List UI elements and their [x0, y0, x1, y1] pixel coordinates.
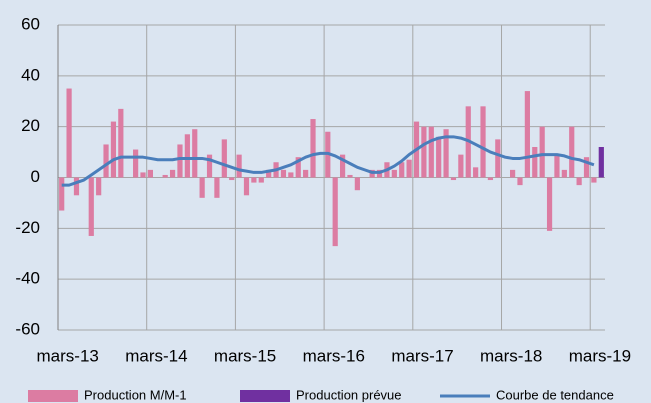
- bar: [258, 177, 264, 183]
- x-tick-label: mars-16: [303, 346, 365, 365]
- legend-swatch: [240, 390, 290, 402]
- bar: [399, 162, 405, 178]
- x-tick-label: mars-13: [37, 346, 99, 365]
- bar: [73, 177, 80, 196]
- bar: [450, 177, 457, 181]
- bar: [214, 177, 220, 198]
- y-tick-label: -20: [15, 218, 40, 237]
- bar: [303, 169, 309, 178]
- bar: [110, 121, 117, 178]
- bar: [192, 129, 198, 178]
- bar: [88, 177, 94, 236]
- bar: [583, 157, 590, 178]
- x-tick-label: mars-19: [569, 346, 631, 365]
- bar: [421, 126, 427, 178]
- bar: [480, 106, 486, 178]
- bar: [458, 154, 464, 178]
- bar: [229, 177, 235, 181]
- legend-label: Courbe de tendance: [496, 387, 614, 402]
- bar: [221, 139, 227, 178]
- y-tick-label: -60: [15, 319, 40, 338]
- bar: [310, 119, 316, 178]
- legend-label: Production M/M-1: [84, 387, 187, 402]
- bar: [243, 177, 250, 196]
- bar: [184, 134, 190, 178]
- bar: [406, 159, 412, 178]
- bar: [147, 169, 153, 178]
- bar: [495, 139, 501, 178]
- bar: [103, 144, 109, 178]
- bar: [140, 172, 146, 178]
- bar: [554, 154, 560, 178]
- bar: [236, 154, 242, 178]
- bar: [251, 177, 257, 183]
- bar: [576, 177, 582, 186]
- bar: [391, 169, 397, 178]
- bar: [546, 177, 553, 231]
- bar: [532, 147, 538, 178]
- bar: [295, 157, 301, 178]
- bar: [473, 167, 479, 178]
- bar: [206, 154, 213, 178]
- bar: [280, 169, 287, 178]
- bar: [428, 126, 434, 178]
- bar: [339, 154, 346, 178]
- bar: [288, 172, 294, 178]
- y-tick-label: -40: [15, 269, 40, 288]
- bar: [561, 169, 567, 178]
- x-tick-label: mars-14: [125, 346, 187, 365]
- trend-line: [61, 135, 595, 187]
- legend-swatch: [28, 390, 78, 402]
- bar: [162, 174, 168, 178]
- bar: [510, 169, 516, 178]
- bar: [591, 177, 597, 183]
- bar: [443, 129, 449, 178]
- bar: [96, 177, 102, 196]
- bar: [539, 126, 545, 178]
- y-tick-label: 60: [21, 14, 40, 33]
- y-tick-label: 20: [21, 116, 40, 135]
- bar: [487, 177, 494, 181]
- bar: [569, 126, 575, 178]
- bar: [177, 144, 183, 178]
- bar: [332, 177, 338, 247]
- bar: [354, 177, 360, 191]
- bar: [436, 136, 442, 178]
- x-tick-label: mars-18: [480, 346, 542, 365]
- x-tick-label: mars-15: [214, 346, 276, 365]
- y-tick-label: 40: [21, 65, 40, 84]
- y-tick-label: 0: [31, 167, 40, 186]
- bar: [59, 177, 65, 211]
- bar: [347, 174, 353, 178]
- bar: [169, 169, 176, 178]
- bar: [266, 169, 272, 178]
- bar: [517, 177, 523, 186]
- bar: [133, 149, 139, 178]
- bar: [66, 88, 72, 178]
- bar: [118, 108, 124, 178]
- x-tick-label: mars-17: [391, 346, 453, 365]
- bar: [199, 177, 205, 198]
- bar: [598, 147, 604, 178]
- bar: [524, 91, 530, 178]
- legend-label: Production prévue: [296, 387, 402, 402]
